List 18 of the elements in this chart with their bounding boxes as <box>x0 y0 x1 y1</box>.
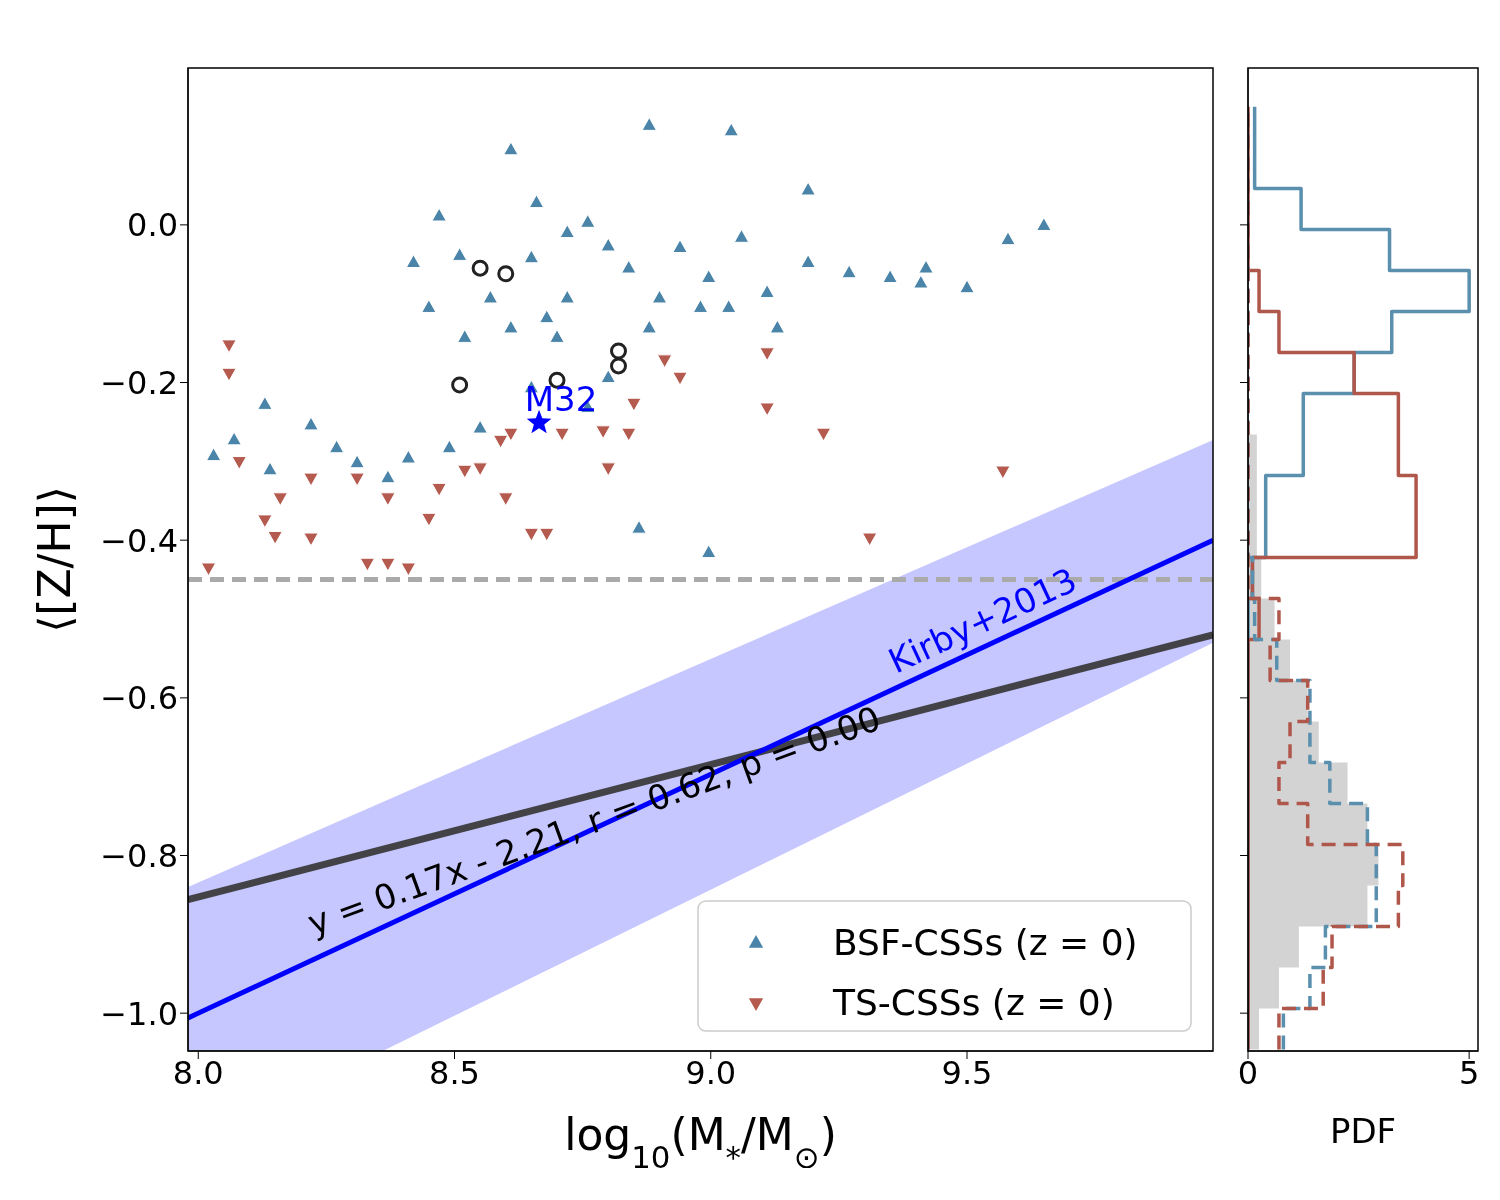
x-tick-label: 9.0 <box>685 1053 737 1092</box>
x-axis-title: log$_{10}$(M$_{*}$/M$_{⊙}$) <box>564 1109 837 1175</box>
series-label: M32 <box>524 378 598 419</box>
y-axis-title: ⟨[Z/H]⟩ <box>29 486 80 633</box>
x-tick-label: 8.5 <box>429 1053 480 1092</box>
y-tick-label: −1.0 <box>100 994 178 1033</box>
x-tick-label: 5 <box>1458 1053 1480 1092</box>
x-tick-label: 0 <box>1237 1053 1259 1092</box>
y-tick-label: −0.2 <box>100 363 178 402</box>
y-tick-label: −0.8 <box>100 836 178 875</box>
y-tick-label: −0.6 <box>100 679 178 718</box>
x-tick-label: 8.0 <box>172 1053 224 1092</box>
legend-label: BSF-CSSs (z = 0) <box>833 922 1138 963</box>
y-tick-label: −0.4 <box>100 521 178 560</box>
x-axis-title: PDF <box>1329 1111 1397 1151</box>
y-tick-label: 0.0 <box>127 206 178 245</box>
legend-label: TS-CSSs (z = 0) <box>832 982 1115 1023</box>
x-tick-label: 9.5 <box>941 1053 993 1092</box>
